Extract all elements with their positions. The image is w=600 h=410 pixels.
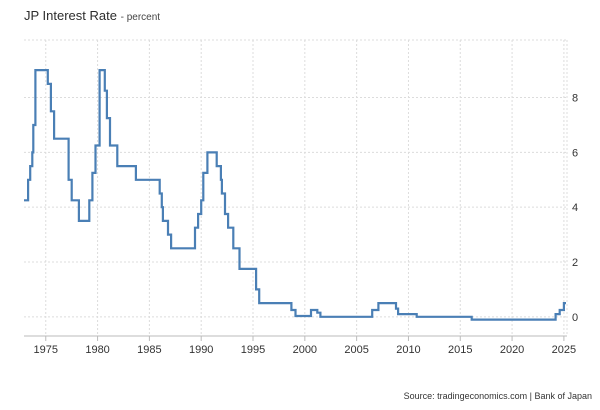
source-note: Source: tradingeconomics.com | Bank of J… — [403, 391, 592, 401]
x-axis — [24, 335, 567, 341]
grid-lines — [24, 39, 568, 336]
x-tick-label: 1980 — [85, 344, 109, 356]
x-tick-label: 2005 — [344, 344, 368, 356]
x-tick-label: 1990 — [189, 344, 213, 356]
y-tick-label: 2 — [572, 257, 578, 269]
x-tick-labels: 1975 1980 1985 1990 1995 2000 2005 2010 2015 2020… — [34, 344, 577, 356]
chart-title-text: JP Interest Rate — [24, 8, 117, 23]
x-tick-label: 2015 — [448, 344, 472, 356]
y-tick-label: 8 — [572, 93, 578, 105]
y-tick-labels: 0 2 4 6 8 — [572, 93, 578, 324]
x-tick-label: 1985 — [137, 344, 161, 356]
y-tick-label: 0 — [572, 312, 578, 324]
x-tick-label: 2025 — [552, 344, 576, 356]
y-tick-label: 6 — [572, 147, 578, 159]
interest-rate-line — [24, 69, 566, 321]
x-tick-label: 1975 — [34, 344, 58, 356]
y-tick-label: 4 — [572, 202, 578, 214]
chart-subtitle: - percent — [120, 12, 161, 23]
x-tick-label: 2010 — [396, 344, 420, 356]
x-tick-label: 2000 — [293, 344, 317, 356]
x-tick-label: 2020 — [500, 344, 524, 356]
chart-title: JP Interest Rate - percent — [24, 8, 160, 23]
x-tick-label: 1995 — [241, 344, 265, 356]
